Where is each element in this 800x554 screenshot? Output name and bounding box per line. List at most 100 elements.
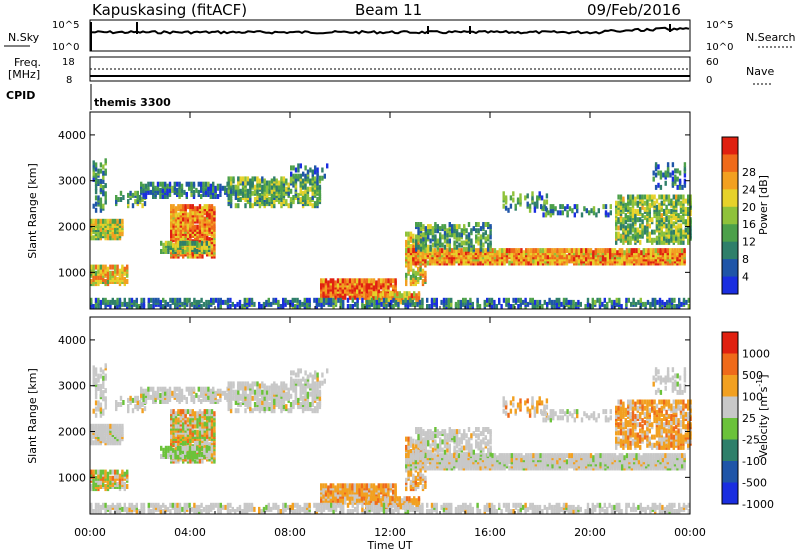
heatmap-cell bbox=[676, 176, 679, 182]
heatmap-cell bbox=[194, 253, 197, 259]
heatmap-cell bbox=[92, 365, 95, 371]
heatmap-cell bbox=[164, 386, 167, 392]
heatmap-cell bbox=[510, 248, 513, 254]
heatmap-cell bbox=[664, 180, 667, 186]
heatmap-cell bbox=[576, 208, 579, 214]
heatmap-cell bbox=[667, 215, 671, 221]
heatmap-cell bbox=[509, 203, 513, 209]
heatmap-cell bbox=[451, 228, 454, 234]
heatmap-cell bbox=[387, 284, 390, 290]
heatmap-cell bbox=[273, 192, 276, 198]
heatmap-cell bbox=[167, 445, 170, 451]
heatmap-cell bbox=[594, 248, 597, 254]
heatmap-cell bbox=[152, 185, 155, 191]
heatmap-cell bbox=[471, 301, 474, 307]
heatmap-cell bbox=[180, 183, 184, 189]
heatmap-cell bbox=[290, 171, 293, 177]
heatmap-cell bbox=[121, 218, 124, 224]
heatmap-cell bbox=[189, 442, 192, 448]
heatmap-cell bbox=[126, 279, 129, 284]
heatmap-cell bbox=[172, 413, 175, 419]
heatmap-cell bbox=[454, 301, 458, 307]
heatmap-cell bbox=[315, 297, 318, 303]
heatmap-cell bbox=[631, 194, 635, 200]
heatmap-cell bbox=[556, 248, 559, 254]
heatmap-cell bbox=[414, 301, 417, 307]
heatmap-cell bbox=[144, 194, 148, 199]
heatmap-cell bbox=[311, 190, 314, 196]
heatmap-cell bbox=[253, 201, 257, 207]
heatmap-cell bbox=[639, 229, 642, 235]
heatmap-cell bbox=[677, 200, 680, 206]
heatmap-cell bbox=[687, 227, 690, 233]
heatmap-cell bbox=[198, 447, 201, 453]
heatmap-cell bbox=[360, 282, 364, 288]
heatmap-cell bbox=[109, 423, 112, 429]
heatmap-cell bbox=[229, 385, 233, 391]
heatmap-cell bbox=[336, 278, 340, 284]
heatmap-cell bbox=[97, 427, 100, 433]
heatmap-cell bbox=[232, 381, 235, 387]
heatmap-cell bbox=[161, 399, 164, 404]
heatmap-cell bbox=[280, 406, 283, 412]
heatmap-cell bbox=[441, 224, 444, 230]
heatmap-cell bbox=[90, 484, 93, 489]
heatmap-cell bbox=[609, 248, 612, 254]
heatmap-cell bbox=[200, 386, 203, 392]
heatmap-cell bbox=[256, 176, 259, 182]
heatmap-cell bbox=[142, 187, 145, 193]
heatmap-cell bbox=[186, 417, 190, 423]
heatmap-cell bbox=[102, 178, 105, 184]
heatmap-cell bbox=[249, 397, 252, 403]
heatmap-cell bbox=[136, 395, 139, 401]
heatmap-cell bbox=[406, 299, 410, 305]
heatmap-cell bbox=[206, 440, 209, 446]
heatmap-cell bbox=[186, 212, 190, 218]
heatmap-cell bbox=[164, 240, 168, 246]
heatmap-cell bbox=[682, 217, 685, 223]
heatmap-cell bbox=[489, 240, 492, 246]
heatmap-cell bbox=[210, 243, 214, 249]
heatmap-cell bbox=[621, 258, 624, 264]
heatmap-cell bbox=[182, 220, 185, 226]
heatmap-cell bbox=[177, 212, 180, 218]
heatmap-cell bbox=[326, 163, 329, 169]
heatmap-cell bbox=[555, 304, 558, 309]
heatmap-cell bbox=[318, 184, 322, 190]
heatmap-cell bbox=[181, 240, 184, 246]
heatmap-cell bbox=[549, 252, 552, 258]
heatmap-cell bbox=[167, 240, 170, 246]
heatmap-cell bbox=[210, 409, 214, 415]
heatmap-cell bbox=[168, 181, 172, 187]
heatmap-cell bbox=[622, 217, 625, 223]
heatmap-cell bbox=[486, 297, 489, 303]
heatmap-cell bbox=[636, 217, 639, 223]
heatmap-cell bbox=[663, 194, 666, 200]
station-title: Kapuskasing (fitACF) bbox=[92, 1, 247, 19]
heatmap-cell bbox=[265, 188, 269, 194]
heatmap-cell bbox=[517, 304, 520, 309]
heatmap-cell bbox=[422, 244, 425, 250]
heatmap-cell bbox=[667, 219, 671, 225]
heatmap-cell bbox=[121, 301, 124, 307]
heatmap-cell bbox=[263, 406, 266, 412]
heatmap-cell bbox=[673, 304, 676, 309]
heatmap-cell bbox=[210, 216, 214, 222]
heatmap-cell bbox=[126, 484, 129, 489]
heatmap-cell bbox=[185, 192, 188, 197]
heatmap-cell bbox=[427, 224, 430, 230]
heatmap-cell bbox=[297, 192, 300, 198]
heatmap-cell bbox=[219, 192, 222, 197]
heatmap-cell bbox=[239, 381, 242, 387]
heatmap-cell bbox=[194, 224, 197, 230]
heatmap-cell bbox=[370, 278, 373, 284]
heatmap-cell bbox=[498, 297, 501, 303]
heatmap-cell bbox=[94, 189, 98, 195]
heatmap-cell bbox=[200, 240, 204, 246]
heatmap-cell bbox=[639, 217, 642, 223]
heatmap-cell bbox=[265, 299, 268, 305]
heatmap-cell bbox=[99, 162, 103, 168]
heatmap-cell bbox=[633, 248, 636, 254]
heatmap-cell bbox=[97, 268, 100, 274]
heatmap-cell bbox=[116, 423, 119, 429]
